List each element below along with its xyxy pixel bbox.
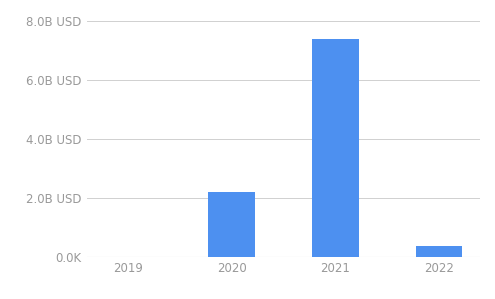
Bar: [208, 192, 255, 257]
Bar: [312, 39, 358, 257]
Bar: [416, 246, 462, 257]
